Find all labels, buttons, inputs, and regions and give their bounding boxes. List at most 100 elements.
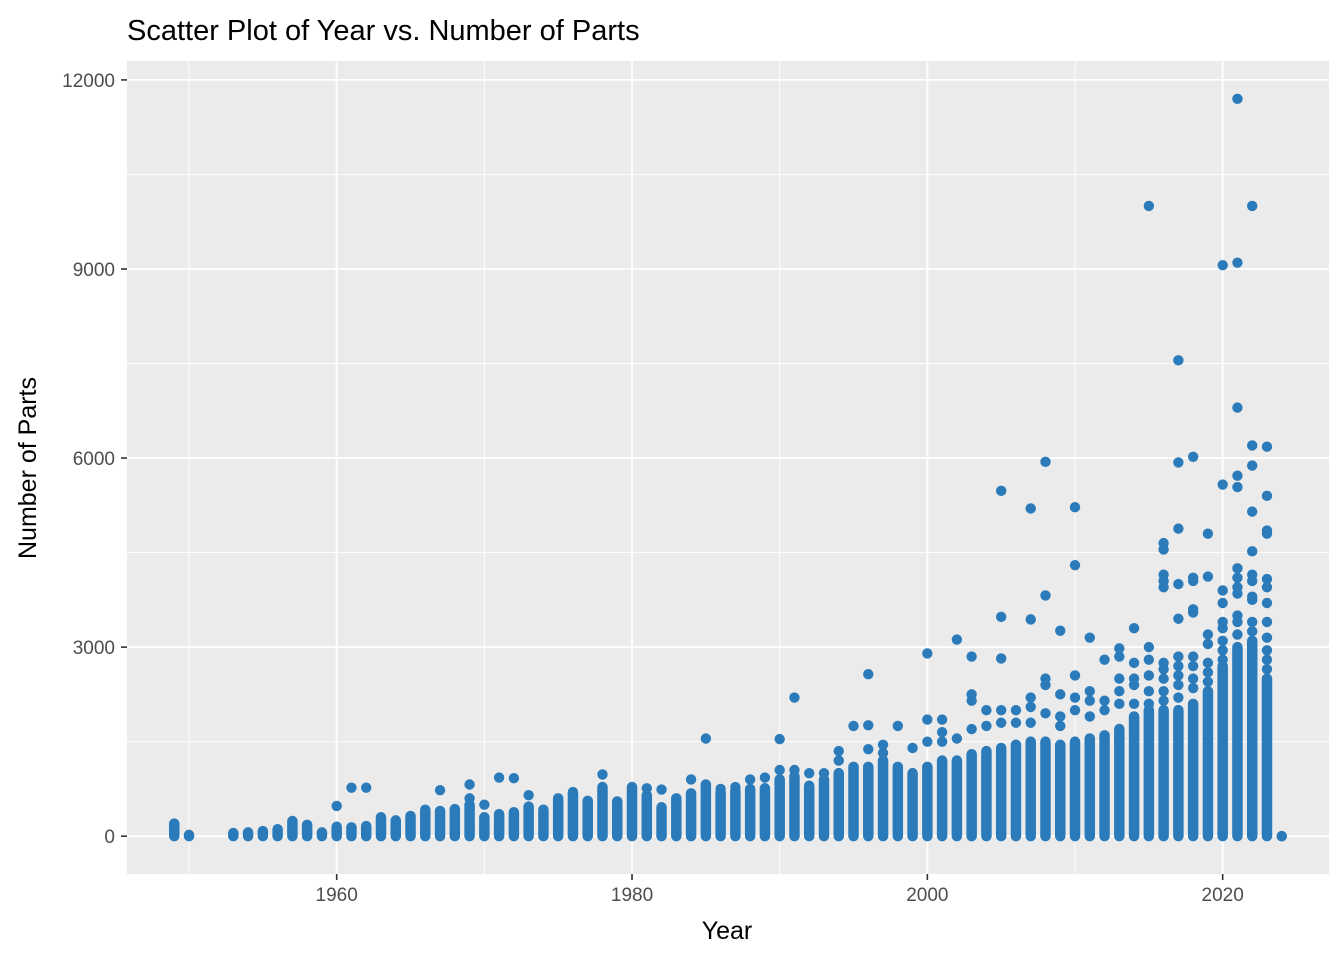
data-point	[1084, 695, 1095, 706]
point-column	[656, 801, 667, 842]
data-point	[597, 769, 608, 780]
data-point	[818, 767, 830, 779]
point-column	[1069, 736, 1081, 842]
data-point	[1187, 673, 1199, 684]
point-column	[730, 785, 741, 842]
data-point	[1187, 651, 1199, 662]
point-column	[833, 767, 844, 842]
data-point	[848, 720, 859, 732]
data-point	[479, 799, 490, 810]
data-point	[1069, 559, 1081, 571]
data-point	[936, 736, 948, 747]
point-column	[789, 771, 800, 842]
point-column	[759, 783, 771, 842]
data-point	[1202, 629, 1214, 640]
data-point	[1055, 720, 1066, 732]
point-column	[818, 774, 830, 842]
data-point	[1232, 629, 1243, 640]
data-point	[966, 651, 977, 662]
data-point	[759, 772, 771, 783]
data-point	[1128, 679, 1140, 691]
data-point	[1158, 695, 1169, 706]
data-point	[1187, 575, 1199, 587]
y-tick-label: 0	[104, 827, 115, 848]
data-point	[907, 742, 918, 754]
point-column	[1025, 736, 1036, 842]
data-point	[1187, 660, 1199, 672]
data-point	[1261, 616, 1273, 628]
data-point	[1173, 457, 1184, 468]
point-column	[744, 783, 756, 842]
y-tick-label: 3000	[73, 638, 115, 659]
data-point	[1099, 704, 1110, 716]
point-column	[966, 749, 977, 842]
data-point	[1217, 645, 1228, 656]
data-point	[1143, 670, 1155, 681]
point-column	[981, 745, 992, 842]
point-column	[464, 799, 475, 842]
data-point	[1143, 698, 1155, 710]
point-column	[626, 781, 638, 842]
data-point	[892, 720, 904, 732]
data-point	[863, 669, 874, 680]
point-column	[597, 781, 608, 842]
point-column	[685, 788, 697, 842]
data-point	[1025, 701, 1036, 713]
point-column	[493, 808, 505, 842]
data-point	[1025, 614, 1036, 625]
data-point	[1187, 682, 1199, 694]
data-point	[730, 781, 741, 793]
data-point	[863, 744, 874, 755]
point-column	[538, 804, 549, 842]
data-point	[1173, 660, 1184, 672]
data-point	[1261, 597, 1273, 609]
data-point	[995, 653, 1007, 664]
data-point	[1143, 686, 1155, 697]
data-point	[1202, 571, 1214, 582]
data-point	[995, 717, 1007, 728]
data-point	[1232, 402, 1243, 413]
data-point	[1114, 651, 1125, 662]
data-point	[981, 720, 992, 732]
point-column	[449, 803, 461, 842]
data-point	[1232, 616, 1243, 628]
data-point	[1202, 676, 1214, 687]
point-column	[1187, 698, 1199, 842]
data-point	[789, 692, 800, 703]
data-point	[493, 772, 505, 783]
point-column	[803, 780, 815, 842]
data-point	[1025, 503, 1036, 514]
data-point	[1217, 623, 1228, 634]
data-point	[1217, 597, 1228, 609]
data-point	[833, 755, 844, 766]
data-point	[1217, 259, 1228, 271]
x-tick-label: 1960	[316, 885, 358, 906]
data-point	[641, 783, 652, 794]
point-column	[552, 793, 564, 842]
point-column	[848, 761, 859, 842]
data-point	[1232, 257, 1243, 268]
point-column	[479, 812, 490, 842]
point-column	[1099, 730, 1110, 842]
point-column	[567, 788, 579, 842]
data-point	[1055, 689, 1066, 700]
data-point	[1069, 692, 1081, 703]
data-point	[1158, 673, 1169, 684]
data-point	[685, 774, 697, 785]
point-column	[1143, 704, 1155, 842]
data-point	[169, 819, 180, 831]
data-point	[966, 723, 977, 735]
data-point	[1173, 679, 1184, 691]
point-column	[405, 810, 416, 842]
data-point	[1232, 93, 1243, 105]
point-column	[257, 825, 269, 842]
data-point	[1069, 670, 1081, 681]
y-tick-label: 12000	[62, 71, 115, 92]
point-column	[228, 827, 239, 842]
data-point	[1173, 613, 1184, 624]
data-point	[981, 704, 992, 716]
data-point	[863, 720, 874, 731]
data-point	[804, 767, 815, 779]
